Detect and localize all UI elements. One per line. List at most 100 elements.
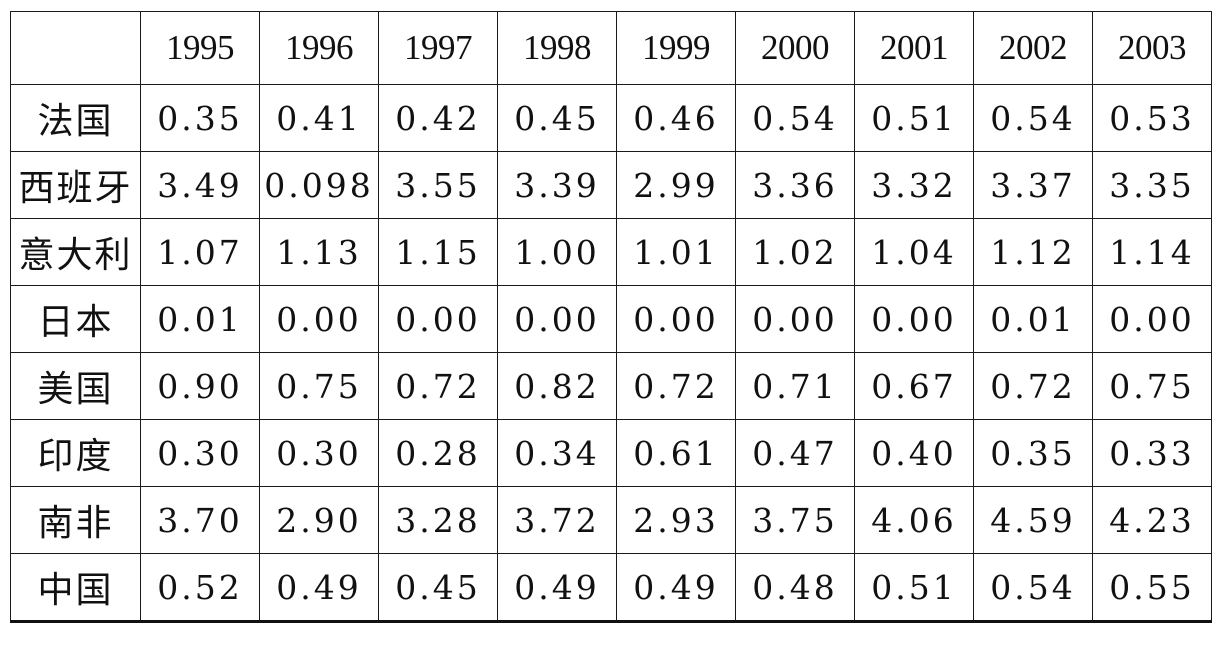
value-cell: 0.35 [973, 419, 1093, 487]
value-cell: 0.53 [1092, 84, 1212, 152]
value-cell: 3.75 [735, 486, 855, 554]
value-cell: 4.23 [1092, 486, 1212, 554]
value-cell: 0.75 [259, 352, 379, 420]
year-header: 2003 [1092, 11, 1212, 85]
value-cell: 0.49 [497, 553, 617, 623]
table-row: 意大利 1.07 1.13 1.15 1.00 1.01 1.02 1.04 1… [10, 218, 1212, 286]
country-label: 南非 [10, 486, 141, 554]
country-label: 法国 [10, 84, 141, 152]
value-cell: 3.37 [973, 151, 1093, 219]
value-cell: 0.47 [735, 419, 855, 487]
value-cell: 0.098 [259, 151, 379, 219]
year-header: 1999 [616, 11, 736, 85]
value-cell: 1.15 [378, 218, 498, 286]
value-cell: 0.01 [140, 285, 260, 353]
value-cell: 0.90 [140, 352, 260, 420]
value-cell: 1.00 [497, 218, 617, 286]
value-cell: 0.00 [378, 285, 498, 353]
value-cell: 3.39 [497, 151, 617, 219]
country-label: 意大利 [10, 218, 141, 286]
value-cell: 0.67 [854, 352, 974, 420]
value-cell: 3.28 [378, 486, 498, 554]
value-cell: 0.40 [854, 419, 974, 487]
value-cell: 0.51 [854, 84, 974, 152]
value-cell: 3.72 [497, 486, 617, 554]
value-cell: 0.54 [735, 84, 855, 152]
value-cell: 0.00 [497, 285, 617, 353]
value-cell: 4.59 [973, 486, 1093, 554]
value-cell: 1.04 [854, 218, 974, 286]
table-row: 日本 0.01 0.00 0.00 0.00 0.00 0.00 0.00 0.… [10, 285, 1212, 353]
country-label: 美国 [10, 352, 141, 420]
value-cell: 4.06 [854, 486, 974, 554]
value-cell: 0.41 [259, 84, 379, 152]
table-row: 印度 0.30 0.30 0.28 0.34 0.61 0.47 0.40 0.… [10, 419, 1212, 487]
year-header: 1996 [259, 11, 379, 85]
value-cell: 0.00 [1092, 285, 1212, 353]
value-cell: 0.51 [854, 553, 974, 623]
country-year-table: 1995 1996 1997 1998 1999 2000 2001 2002 … [10, 11, 1212, 623]
value-cell: 0.00 [854, 285, 974, 353]
value-cell: 3.70 [140, 486, 260, 554]
value-cell: 3.36 [735, 151, 855, 219]
value-cell: 0.45 [378, 553, 498, 623]
value-cell: 2.90 [259, 486, 379, 554]
table-row: 中国 0.52 0.49 0.45 0.49 0.49 0.48 0.51 0.… [10, 553, 1212, 623]
value-cell: 0.00 [735, 285, 855, 353]
value-cell: 0.72 [378, 352, 498, 420]
value-cell: 0.72 [973, 352, 1093, 420]
value-cell: 1.12 [973, 218, 1093, 286]
value-cell: 0.54 [973, 553, 1093, 623]
country-label: 日本 [10, 285, 141, 353]
value-cell: 3.32 [854, 151, 974, 219]
value-cell: 0.48 [735, 553, 855, 623]
value-cell: 2.93 [616, 486, 736, 554]
value-cell: 1.14 [1092, 218, 1212, 286]
value-cell: 3.55 [378, 151, 498, 219]
value-cell: 0.30 [140, 419, 260, 487]
value-cell: 0.45 [497, 84, 617, 152]
data-table-container: 1995 1996 1997 1998 1999 2000 2001 2002 … [10, 11, 1212, 623]
value-cell: 2.99 [616, 151, 736, 219]
table-row: 法国 0.35 0.41 0.42 0.45 0.46 0.54 0.51 0.… [10, 84, 1212, 152]
value-cell: 0.30 [259, 419, 379, 487]
year-header: 2001 [854, 11, 974, 85]
value-cell: 0.54 [973, 84, 1093, 152]
value-cell: 3.35 [1092, 151, 1212, 219]
value-cell: 0.61 [616, 419, 736, 487]
value-cell: 0.46 [616, 84, 736, 152]
value-cell: 0.34 [497, 419, 617, 487]
value-cell: 0.52 [140, 553, 260, 623]
value-cell: 1.02 [735, 218, 855, 286]
value-cell: 0.49 [259, 553, 379, 623]
value-cell: 1.13 [259, 218, 379, 286]
value-cell: 0.72 [616, 352, 736, 420]
table-row: 美国 0.90 0.75 0.72 0.82 0.72 0.71 0.67 0.… [10, 352, 1212, 420]
corner-cell [10, 11, 141, 85]
table-row: 南非 3.70 2.90 3.28 3.72 2.93 3.75 4.06 4.… [10, 486, 1212, 554]
country-label: 西班牙 [10, 151, 141, 219]
value-cell: 0.49 [616, 553, 736, 623]
value-cell: 1.07 [140, 218, 260, 286]
year-header: 2000 [735, 11, 855, 85]
value-cell: 0.71 [735, 352, 855, 420]
value-cell: 0.35 [140, 84, 260, 152]
year-header: 2002 [973, 11, 1093, 85]
value-cell: 0.82 [497, 352, 617, 420]
header-row: 1995 1996 1997 1998 1999 2000 2001 2002 … [10, 11, 1212, 85]
value-cell: 0.00 [259, 285, 379, 353]
year-header: 1998 [497, 11, 617, 85]
value-cell: 0.75 [1092, 352, 1212, 420]
country-label: 中国 [10, 553, 141, 623]
country-label: 印度 [10, 419, 141, 487]
value-cell: 0.33 [1092, 419, 1212, 487]
year-header: 1995 [140, 11, 260, 85]
year-header: 1997 [378, 11, 498, 85]
table-row: 西班牙 3.49 0.098 3.55 3.39 2.99 3.36 3.32 … [10, 151, 1212, 219]
value-cell: 0.01 [973, 285, 1093, 353]
value-cell: 1.01 [616, 218, 736, 286]
value-cell: 0.00 [616, 285, 736, 353]
value-cell: 0.28 [378, 419, 498, 487]
value-cell: 0.42 [378, 84, 498, 152]
value-cell: 0.55 [1092, 553, 1212, 623]
